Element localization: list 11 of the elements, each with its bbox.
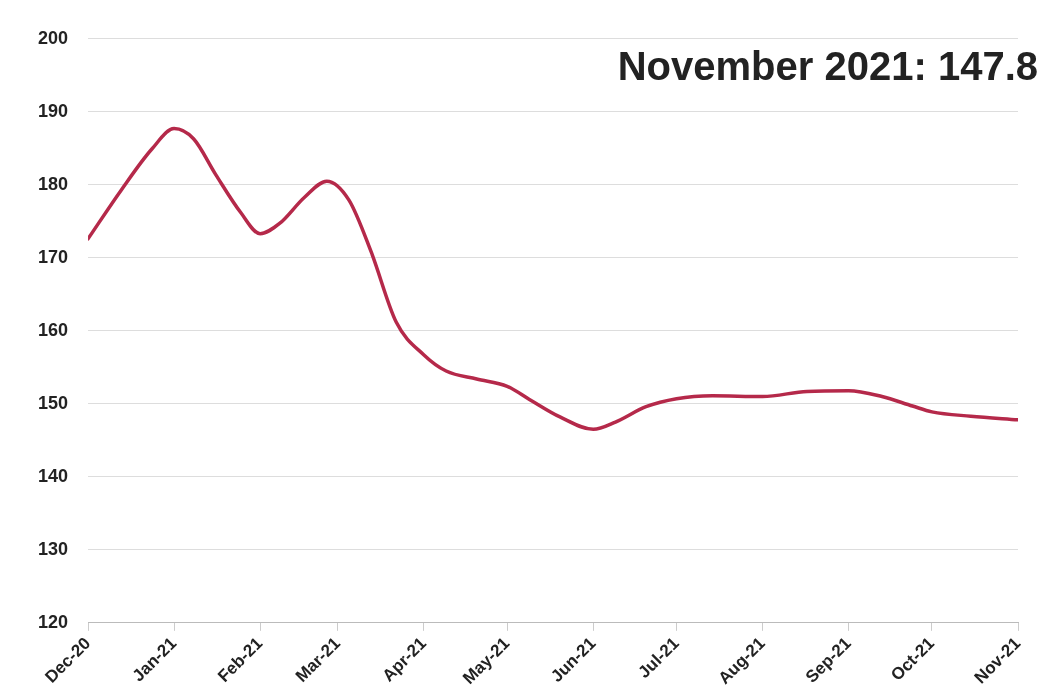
y-tick-label: 140 [37, 465, 69, 486]
y-tick-label: 150 [37, 392, 69, 413]
annotation: November 2021: 147.8 [617, 43, 1038, 88]
y-tick-label: 200 [37, 27, 69, 48]
y-tick-label: 190 [37, 100, 69, 121]
y-tick-label: 160 [37, 319, 69, 340]
y-tick-label: 130 [37, 538, 69, 559]
y-tick-label: 170 [37, 246, 69, 267]
y-tick-label: 120 [37, 611, 69, 632]
line-series [88, 126, 1018, 432]
y-tick-label: 180 [37, 173, 69, 194]
